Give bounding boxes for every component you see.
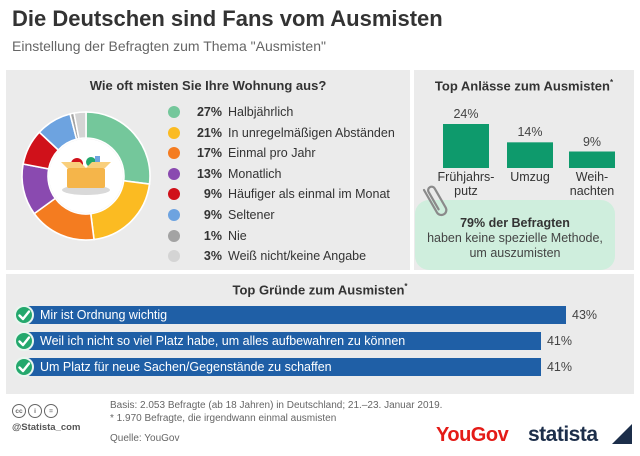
frequency-panel: Wie oft misten Sie Ihre Wohnung aus? 27%… — [6, 70, 410, 270]
legend-item: 21% In unregelmäßigen Abständen — [168, 123, 395, 143]
reasons-chart-title: Top Gründe zum Ausmisten* — [6, 282, 634, 297]
event-value-label: 9% — [582, 134, 602, 149]
legend-value: 9% — [203, 187, 222, 202]
legend-item: 9% Häufiger als einmal im Monat — [168, 184, 390, 204]
statista-mark-icon — [612, 424, 632, 444]
legend-label: Halbjährlich — [228, 105, 294, 119]
event-category-label: Umzug — [510, 170, 550, 184]
event-value-label: 14% — [517, 125, 543, 140]
legend-item: 1% Nie — [168, 226, 247, 246]
events-chart-title-text: Top Anlässe zum Ausmisten — [434, 78, 610, 94]
basis-text: Basis: 2.053 Befragte (ab 18 Jahren) in … — [110, 400, 443, 411]
legend-color-dot — [168, 126, 180, 139]
note-bold-text: 79% der Befragten — [460, 216, 570, 230]
legend-value: 13% — [196, 166, 222, 181]
source-text: Quelle: YouGov — [110, 433, 180, 444]
legend-label: In unregelmäßigen Abständen — [228, 125, 395, 140]
box-of-items-icon — [61, 156, 111, 195]
page-title: Die Deutschen sind Fans vom Ausmisten — [12, 6, 443, 31]
note-text-line1: haben keine spezielle Methode, — [427, 231, 603, 245]
cc-icon: cc — [12, 404, 26, 418]
legend-color-dot — [168, 106, 180, 118]
checkmark-icon — [14, 305, 34, 325]
legend-label: Monatlich — [228, 166, 282, 181]
legend-label: Häufiger als einmal im Monat — [228, 187, 390, 202]
donut-slice — [73, 111, 87, 140]
legend-color-dot — [168, 167, 180, 180]
event-value-label: 24% — [453, 107, 479, 121]
event-bar — [507, 142, 553, 168]
reasons-panel: Top Gründe zum Ausmisten* Mir ist Ordnun… — [6, 274, 634, 394]
license-icons: cc i = — [12, 404, 58, 418]
page-subtitle: Einstellung der Befragten zum Thema "Aus… — [12, 38, 326, 54]
legend-color-dot — [168, 250, 180, 263]
legend-value: 9% — [203, 208, 222, 222]
legend-item: 3% Weiß nicht/keine Angabe — [168, 246, 366, 266]
reason-bar: Mir ist Ordnung wichtig — [28, 306, 566, 324]
reason-bar: Weil ich nicht so viel Platz habe, um al… — [28, 332, 541, 350]
legend-item: 9% Seltener — [168, 205, 275, 225]
reason-value-label: 41% — [546, 360, 572, 374]
frequency-donut-chart — [21, 111, 151, 241]
legend-value: 3% — [203, 249, 222, 264]
event-bar — [569, 151, 615, 168]
methods-note: 79% der Befragten haben keine spezielle … — [415, 200, 615, 270]
legend-item: 17% Einmal pro Jahr — [168, 143, 316, 163]
legend-value: 17% — [196, 146, 222, 161]
legend-value: 21% — [196, 125, 222, 140]
legend-item: 13% Monatlich — [168, 164, 282, 184]
legend-label: Seltener — [228, 208, 275, 222]
footnote-text: * 1.970 Befragte, die irgendwann einmal … — [110, 413, 337, 424]
no-derivatives-icon: = — [44, 404, 58, 418]
legend-value: 1% — [203, 228, 222, 243]
legend-color-dot — [168, 229, 180, 242]
legend-color-dot — [168, 209, 180, 221]
legend-value: 27% — [196, 105, 222, 119]
legend-label: Einmal pro Jahr — [228, 146, 316, 161]
legend-label: Nie — [228, 228, 247, 243]
note-text-line2: um auszumisten — [469, 246, 561, 260]
events-bar-chart — [443, 124, 615, 168]
legend-label: Weiß nicht/keine Angabe — [228, 249, 367, 264]
reason-value-label: 41% — [546, 334, 572, 348]
event-bar — [443, 124, 489, 168]
events-title-marker: * — [609, 78, 614, 87]
statista-handle: @Statista_com — [12, 422, 81, 433]
reasons-title-marker: * — [404, 282, 408, 291]
checkmark-icon — [14, 357, 34, 377]
frequency-chart-title: Wie oft misten Sie Ihre Wohnung aus? — [89, 78, 327, 93]
reason-bar: Um Platz für neue Sachen/Gegenstände zu … — [28, 358, 541, 376]
attribution-icon: i — [28, 404, 42, 418]
yougov-logo: YouGov — [436, 424, 509, 446]
reason-value-label: 43% — [572, 308, 598, 322]
event-category-label: Frühjahrs- putz — [437, 170, 495, 198]
legend-color-dot — [168, 147, 180, 160]
legend-item: 27% Halbjährlich — [168, 102, 293, 122]
legend-color-dot — [168, 188, 180, 201]
statista-logo: statista — [528, 423, 598, 446]
reasons-chart-title-text: Top Gründe zum Ausmisten — [232, 282, 405, 298]
event-category-label: Weih- nachten — [569, 170, 615, 198]
events-chart-title: Top Anlässe zum Ausmisten* — [414, 78, 634, 93]
checkmark-icon — [14, 331, 34, 351]
